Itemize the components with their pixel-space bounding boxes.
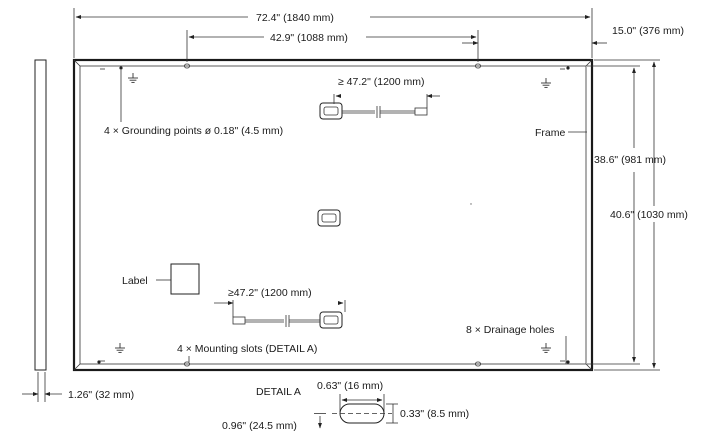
junction-box-bottom bbox=[319, 311, 343, 329]
mounting-slot-bottom-left bbox=[184, 361, 190, 367]
frame-depth-label: 1.26" (32 mm) bbox=[68, 389, 134, 401]
slot-offset-label: 15.0" (376 mm) bbox=[612, 25, 684, 37]
detail-a-title: DETAIL A bbox=[256, 386, 301, 398]
mounting-slots-label: 4 × Mounting slots (DETAIL A) bbox=[177, 343, 317, 355]
detail-slot-width-label: 0.33" (8.5 mm) bbox=[400, 408, 469, 420]
frame-label: Frame bbox=[535, 127, 565, 139]
cable-length-bottom-label: ≥47.2" (1200 mm) bbox=[228, 287, 312, 299]
detail-slot-length-label: 0.63" (16 mm) bbox=[317, 380, 383, 392]
drainage-holes-label: 8 × Drainage holes bbox=[466, 324, 554, 336]
grounding-symbol-top-left bbox=[127, 72, 139, 83]
panel-frame-inner bbox=[79, 65, 587, 365]
height-total-label: 40.6" (1030 mm) bbox=[610, 209, 688, 221]
mounting-slot-bottom-right bbox=[475, 361, 481, 367]
panel-frame-outer bbox=[72, 58, 594, 372]
junction-box-top bbox=[319, 102, 343, 120]
height-inner-label: 38.6" (981 mm) bbox=[594, 154, 666, 166]
overall-width-label: 72.4" (1840 mm) bbox=[256, 12, 334, 24]
junction-box-center bbox=[317, 209, 341, 227]
grounding-points-label: 4 × Grounding points ø 0.18" (4.5 mm) bbox=[104, 125, 283, 137]
cable-length-top-label: ≥ 47.2" (1200 mm) bbox=[338, 76, 425, 88]
label-callout: Label bbox=[122, 275, 148, 287]
grounding-symbol-top-right bbox=[540, 77, 552, 88]
mounting-slot-top-left bbox=[184, 63, 190, 69]
connector-bottom bbox=[232, 316, 246, 325]
slot-spacing-label: 42.9" (1088 mm) bbox=[270, 32, 348, 44]
side-profile bbox=[34, 59, 47, 371]
product-label-box bbox=[170, 263, 200, 295]
grounding-symbol-bottom-left bbox=[114, 342, 126, 353]
connector-top bbox=[414, 107, 428, 116]
grounding-symbol-bottom-right bbox=[540, 342, 552, 353]
mounting-slot-top-right bbox=[475, 63, 481, 69]
detail-slot-pitch-label: 0.96" (24.5 mm) bbox=[222, 420, 297, 432]
detail-slot-shape bbox=[339, 403, 385, 424]
